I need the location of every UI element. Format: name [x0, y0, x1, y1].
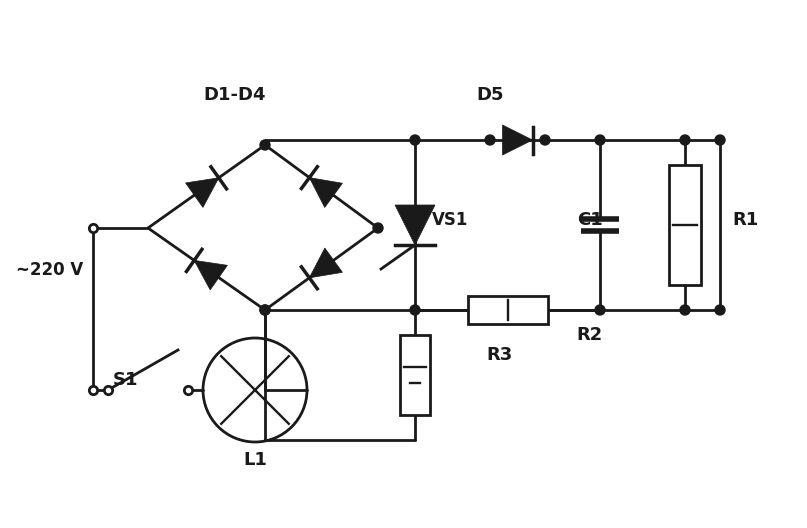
Text: D1-D4: D1-D4 [203, 86, 266, 104]
Polygon shape [309, 248, 342, 278]
Bar [467, 296, 547, 324]
Text: D5: D5 [476, 86, 504, 104]
Circle shape [680, 135, 690, 145]
Text: R1: R1 [732, 211, 758, 229]
Circle shape [715, 305, 725, 315]
Text: ~220 V: ~220 V [16, 261, 84, 279]
Circle shape [680, 305, 690, 315]
Text: VS1: VS1 [432, 211, 468, 229]
Text: R3: R3 [487, 346, 513, 364]
Text: R2: R2 [577, 326, 603, 344]
Text: C1: C1 [577, 211, 603, 229]
Polygon shape [309, 177, 342, 208]
Text: L1: L1 [243, 451, 267, 469]
Circle shape [715, 135, 725, 145]
Polygon shape [194, 260, 228, 290]
Circle shape [485, 135, 495, 145]
Circle shape [260, 305, 270, 315]
Circle shape [595, 135, 605, 145]
Circle shape [373, 223, 383, 233]
Circle shape [410, 135, 420, 145]
Polygon shape [395, 205, 435, 245]
Polygon shape [186, 178, 219, 208]
Circle shape [410, 305, 420, 315]
Circle shape [260, 305, 270, 315]
Circle shape [595, 305, 605, 315]
Circle shape [260, 140, 270, 150]
Bar [400, 335, 430, 415]
Text: S1: S1 [112, 371, 138, 389]
Polygon shape [503, 125, 533, 155]
Circle shape [540, 135, 550, 145]
Bar [669, 165, 701, 285]
